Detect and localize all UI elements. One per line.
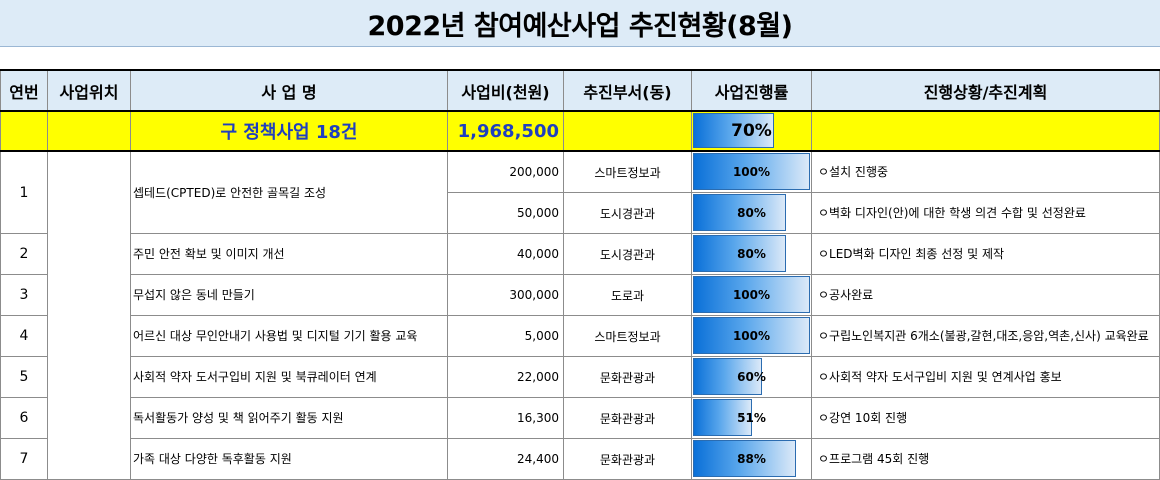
row-no: 4: [0, 315, 48, 357]
progress-cell: 88%: [691, 438, 812, 480]
summary-row: 구 정책사업 18건 1,968,500 70%: [0, 110, 1160, 152]
row-no: 6: [0, 397, 48, 439]
col-header-status: 진행상황/추진계획: [811, 69, 1160, 112]
project-dept: 도시경관과: [563, 233, 692, 275]
row-no: 5: [0, 356, 48, 398]
project-dept: 문화관광과: [563, 397, 692, 439]
progress-cell: 60%: [691, 356, 812, 398]
project-status: ㅇ벽화 디자인(안)에 대한 학생 의견 수합 및 선정완료: [811, 192, 1160, 234]
location-cell: [47, 150, 131, 480]
project-name: 무섭지 않은 동네 만들기: [130, 274, 448, 316]
project-status: ㅇ강연 10회 진행: [811, 397, 1160, 439]
table-row: 7 가족 대상 다양한 독후활동 지원 24,400 문화관광과 88% ㅇ프로…: [0, 438, 1160, 480]
summary-progress-cell: 70%: [691, 110, 812, 152]
project-status: ㅇ설치 진행중: [811, 150, 1160, 193]
project-status: ㅇ구립노인복지관 6개소(불광,갈현,대조,응암,역촌,신사) 교육완료: [811, 315, 1160, 357]
project-dept: 스마트정보과: [563, 315, 692, 357]
progress-bar: [693, 358, 763, 395]
progress-label: 80%: [737, 247, 766, 261]
summary-name: 구 정책사업 18건: [130, 110, 448, 152]
project-budget: 16,300: [447, 397, 564, 439]
project-name: 셉테드(CPTED)로 안전한 골목길 조성: [130, 150, 448, 234]
progress-cell: 80%: [691, 192, 812, 234]
project-budget: 22,000: [447, 356, 564, 398]
progress-label: 88%: [737, 452, 766, 466]
progress-cell: 80%: [691, 233, 812, 275]
project-name: 사회적 약자 도서구입비 지원 및 북큐레이터 연계: [130, 356, 448, 398]
table-row: 1 셉테드(CPTED)로 안전한 골목길 조성 200,000 스마트정보과 …: [0, 150, 1160, 480]
project-dept: 문화관광과: [563, 356, 692, 398]
progress-label: 60%: [737, 370, 766, 384]
col-header-progress: 사업진행률: [691, 69, 812, 112]
col-header-budget: 사업비(천원): [447, 69, 564, 112]
project-name: 어르신 대상 무인안내기 사용법 및 디지털 기기 활용 교육: [130, 315, 448, 357]
col-header-no: 연번: [0, 69, 48, 112]
table-row: 50,000 도시경관과 80% ㅇ벽화 디자인(안)에 대한 학생 의견 수합…: [1, 192, 1160, 234]
project-name: 가족 대상 다양한 독후활동 지원: [130, 438, 448, 480]
progress-bar: [693, 235, 787, 272]
project-budget: 200,000: [447, 150, 564, 193]
progress-cell: 51%: [691, 397, 812, 439]
summary-dept-cell: [563, 110, 692, 152]
progress-label: 100%: [732, 329, 771, 343]
summary-status-cell: [811, 110, 1160, 152]
project-status: ㅇ프로그램 45회 진행: [811, 438, 1160, 480]
project-budget: 24,400: [447, 438, 564, 480]
project-dept: 도로과: [563, 274, 692, 316]
progress-bar: [693, 399, 752, 436]
page-title: 2022년 참여예산사업 추진현황(8월): [0, 0, 1160, 47]
project-dept: 스마트정보과: [563, 150, 692, 193]
progress-cell: 100%: [691, 315, 812, 357]
row-no: 7: [0, 438, 48, 480]
project-status: ㅇ사회적 약자 도서구입비 지원 및 연계사업 홍보: [811, 356, 1160, 398]
progress-bar: [693, 194, 787, 231]
table-row: 6 독서활동가 양성 및 책 읽어주기 활동 지원 16,300 문화관광과 5…: [0, 397, 1160, 439]
project-dept: 문화관광과: [563, 438, 692, 480]
progress-bar: [693, 153, 810, 190]
project-budget: 50,000: [447, 192, 564, 234]
col-header-name: 사 업 명: [130, 69, 448, 112]
progress-label: 100%: [732, 288, 771, 302]
spacer-row: [0, 47, 1160, 69]
progress-label: 80%: [737, 206, 766, 220]
project-table: 연번 사업위치 사 업 명 사업비(천원) 추진부서(동) 사업진행률 진행상황…: [0, 69, 1160, 480]
summary-location-cell: [47, 110, 131, 152]
progress-label: 100%: [732, 165, 771, 179]
summary-progress-label: 70%: [731, 121, 772, 141]
table-row: 2 주민 안전 확보 및 이미지 개선 40,000 도시경관과 80% ㅇLE…: [0, 233, 1160, 275]
row-no: 1: [0, 150, 48, 234]
project-name: 주민 안전 확보 및 이미지 개선: [130, 233, 448, 275]
progress-bar: [693, 317, 810, 354]
progress-cell: 100%: [691, 274, 812, 316]
table-row: 4 어르신 대상 무인안내기 사용법 및 디지털 기기 활용 교육 5,000 …: [0, 315, 1160, 357]
project-budget: 5,000: [447, 315, 564, 357]
summary-no-cell: [0, 110, 48, 152]
project-budget: 40,000: [447, 233, 564, 275]
summary-budget: 1,968,500: [447, 110, 564, 152]
progress-bar: [693, 440, 796, 477]
project-name: 독서활동가 양성 및 책 읽어주기 활동 지원: [130, 397, 448, 439]
progress-cell: 100%: [691, 150, 812, 193]
project-status: ㅇ공사완료: [811, 274, 1160, 316]
col-header-dept: 추진부서(동): [563, 69, 692, 112]
project-budget: 300,000: [447, 274, 564, 316]
header-row: 연번 사업위치 사 업 명 사업비(천원) 추진부서(동) 사업진행률 진행상황…: [0, 69, 1160, 112]
col-header-location: 사업위치: [47, 69, 131, 112]
summary-progress-bar: [693, 113, 775, 148]
row-no: 3: [0, 274, 48, 316]
table-row: 3 무섭지 않은 동네 만들기 300,000 도로과 100% ㅇ공사완료: [0, 274, 1160, 316]
row-no: 2: [0, 233, 48, 275]
project-dept: 도시경관과: [563, 192, 692, 234]
progress-label: 51%: [737, 411, 766, 425]
progress-bar: [693, 276, 810, 313]
table-row: 5 사회적 약자 도서구입비 지원 및 북큐레이터 연계 22,000 문화관광…: [0, 356, 1160, 398]
project-status: ㅇLED벽화 디자인 최종 선정 및 제작: [811, 233, 1160, 275]
